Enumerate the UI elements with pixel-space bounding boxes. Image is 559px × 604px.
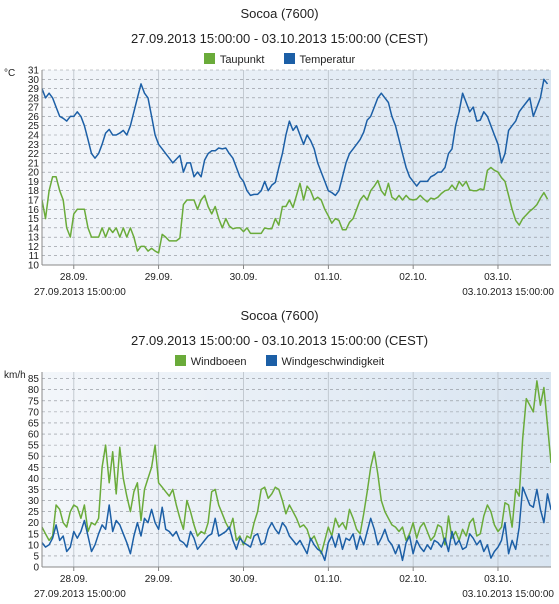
x-tick-label: 03.10.	[484, 574, 512, 585]
y-tick-label: 21	[28, 158, 40, 169]
y-tick-label: 25	[28, 507, 40, 518]
y-tick-label: 30	[28, 496, 40, 507]
chart-title: Socoa (7600)	[240, 6, 319, 21]
chart-title: Socoa (7600)	[240, 308, 319, 323]
y-tick-label: 10	[28, 540, 40, 551]
y-tick-label: 18	[28, 186, 40, 197]
legend-swatch-temperatur	[283, 53, 295, 64]
wind-chart: Socoa (7600) 27.09.2013 15:00:00 - 03.10…	[0, 302, 559, 604]
y-tick-label: 26	[28, 112, 40, 123]
x-tick-label: 29.09.	[145, 574, 173, 585]
legend-item-taupunkt[interactable]: Taupunkt	[203, 53, 265, 66]
y-tick-label: 20	[28, 518, 40, 529]
y-tick-label: 29	[28, 84, 40, 95]
y-tick-label: 45	[28, 463, 40, 474]
legend-label-temperatur: Temperatur	[299, 54, 356, 66]
y-tick-label: 14	[28, 223, 40, 234]
y-tick-label: 50	[28, 452, 40, 463]
y-tick-label: 65	[28, 418, 40, 429]
legend-item-windgeschwindigkeit[interactable]: Windgeschwindigkeit	[265, 355, 385, 368]
x-tick-label: 28.09.	[60, 272, 88, 283]
range-end-label: 03.10.2013 15:00:00	[462, 589, 554, 600]
y-tick-label: 22	[28, 149, 40, 160]
range-start-label: 27.09.2013 15:00:00	[34, 287, 126, 298]
legend-swatch-windgeschwindigkeit	[265, 355, 277, 366]
y-tick-label: 19	[28, 177, 40, 188]
y-tick-label: 80	[28, 385, 40, 396]
legend-label-windgeschwindigkeit: Windgeschwindigkeit	[281, 356, 385, 368]
x-tick-label: 01.10.	[314, 272, 342, 283]
plot-background	[42, 70, 551, 265]
y-tick-label: 17	[28, 196, 40, 207]
chart-subtitle: 27.09.2013 15:00:00 - 03.10.2013 15:00:0…	[130, 333, 429, 348]
x-tick-label: 01.10.	[314, 574, 342, 585]
legend-swatch-windboeen	[174, 355, 186, 366]
series-line-windgeschwindigkeit	[42, 486, 551, 562]
x-tick-label: 29.09.	[145, 272, 173, 283]
legend-label-taupunkt: Taupunkt	[219, 54, 265, 66]
series-line-temperatur	[42, 78, 549, 197]
y-tick-label: 28	[28, 93, 40, 104]
x-tick-label: 03.10.	[484, 272, 512, 283]
y-tick-label: 24	[28, 131, 40, 142]
legend-item-windboeen[interactable]: Windboeen	[174, 355, 247, 368]
y-tick-label: 15	[28, 529, 40, 540]
range-start-label: 27.09.2013 15:00:00	[34, 589, 126, 600]
y-tick-label: 12	[28, 242, 40, 253]
x-tick-label: 30.09.	[230, 272, 258, 283]
legend-swatch-taupunkt	[203, 53, 215, 64]
range-end-label: 03.10.2013 15:00:00	[462, 287, 554, 298]
y-tick-label: 15	[28, 214, 40, 225]
legend: Taupunkt Temperatur	[0, 53, 559, 66]
y-tick-label: 85	[28, 374, 40, 385]
temperature-chart: Socoa (7600) 27.09.2013 15:00:00 - 03.10…	[0, 6, 559, 298]
y-axis-unit: °C	[4, 68, 16, 79]
y-tick-label: 23	[28, 140, 40, 151]
series-line-windboeen	[42, 380, 551, 555]
y-tick-label: 55	[28, 441, 40, 452]
x-tick-label: 30.09.	[230, 574, 258, 585]
y-tick-label: 75	[28, 396, 40, 407]
plot-area: 1011121314151617181920212223242526272829…	[28, 66, 551, 283]
y-tick-label: 70	[28, 407, 40, 418]
y-tick-label: 10	[28, 261, 40, 272]
y-tick-label: 0	[33, 563, 39, 574]
y-tick-label: 40	[28, 474, 40, 485]
y-tick-label: 5	[33, 551, 39, 562]
chart-subtitle: 27.09.2013 15:00:00 - 03.10.2013 15:00:0…	[130, 31, 429, 46]
y-tick-label: 13	[28, 233, 40, 244]
y-tick-label: 20	[28, 168, 40, 179]
legend-label-windboeen: Windboeen	[190, 356, 247, 368]
legend-item-temperatur[interactable]: Temperatur	[283, 53, 356, 66]
y-tick-label: 16	[28, 205, 40, 216]
y-axis-unit: km/h	[4, 370, 26, 381]
legend: Windboeen Windgeschwindigkeit	[0, 355, 559, 368]
x-tick-label: 28.09.	[60, 574, 88, 585]
y-tick-label: 60	[28, 430, 40, 441]
y-tick-label: 27	[28, 103, 40, 114]
x-tick-label: 02.10.	[399, 574, 427, 585]
y-tick-label: 30	[28, 75, 40, 86]
series-line-taupunkt	[42, 166, 549, 254]
y-tick-label: 35	[28, 485, 40, 496]
y-tick-label: 11	[29, 251, 40, 262]
y-tick-label: 31	[28, 66, 40, 77]
x-tick-label: 02.10.	[399, 272, 427, 283]
y-tick-label: 25	[28, 121, 40, 132]
